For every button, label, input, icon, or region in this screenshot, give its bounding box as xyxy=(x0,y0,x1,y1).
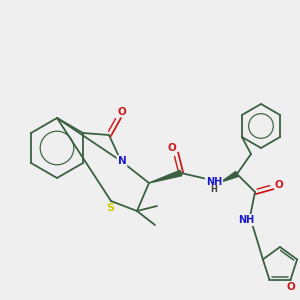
Text: S: S xyxy=(106,203,114,213)
Polygon shape xyxy=(221,172,238,182)
Polygon shape xyxy=(149,170,182,183)
Text: O: O xyxy=(274,180,284,190)
Text: O: O xyxy=(168,143,176,153)
Text: NH: NH xyxy=(206,177,222,187)
Text: NH: NH xyxy=(238,215,254,225)
Text: O: O xyxy=(118,107,126,117)
Text: H: H xyxy=(211,184,218,194)
Text: O: O xyxy=(286,282,295,292)
Text: N: N xyxy=(118,156,126,166)
